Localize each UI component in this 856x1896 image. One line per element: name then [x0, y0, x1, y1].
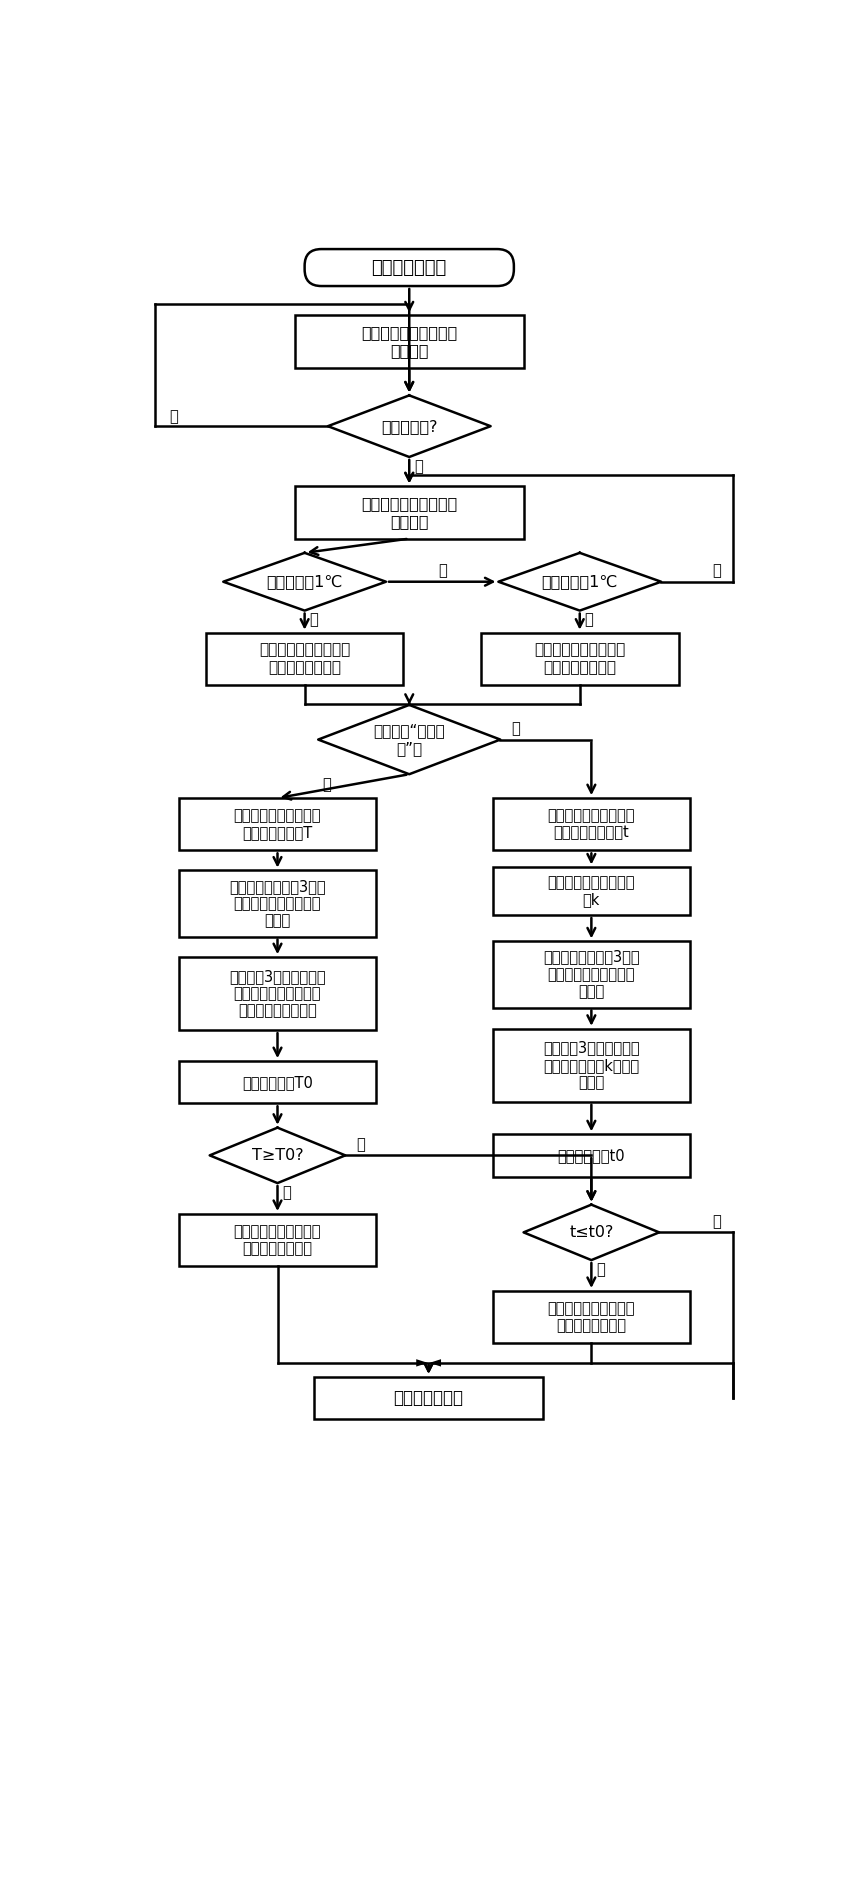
Text: 否: 否	[169, 410, 178, 425]
Text: 当前处于“采暖时
段”？: 当前处于“采暖时 段”？	[373, 724, 445, 757]
Text: 计算前面3天的每天从当
前温度升高到下一采暖
目标温度经历的时间: 计算前面3天的每天从当 前温度升高到下一采暖 目标温度经历的时间	[229, 969, 326, 1018]
Text: 定时时间到?: 定时时间到?	[381, 419, 437, 434]
Bar	[179, 1062, 377, 1103]
Text: T≥T0?: T≥T0?	[252, 1147, 303, 1162]
Bar	[492, 798, 690, 851]
Bar	[179, 957, 377, 1030]
Text: 执行下一轮操作: 执行下一轮操作	[394, 1390, 464, 1407]
Text: 计算当前时刻距离下一
非采暖时段的时间t: 计算当前时刻距离下一 非采暖时段的时间t	[548, 808, 635, 840]
Text: t≤t0?: t≤t0?	[569, 1225, 614, 1240]
Text: 是: 是	[585, 612, 593, 628]
Text: 从存储器读取前面3天相
同时段的温度和升温所
需时间: 从存储器读取前面3天相 同时段的温度和升温所 需时间	[229, 878, 326, 929]
Bar	[492, 1030, 690, 1102]
Polygon shape	[318, 705, 500, 774]
Text: 计算当前时刻距离下一
采暖时段的时间T: 计算当前时刻距离下一 采暖时段的时间T	[234, 808, 321, 840]
Polygon shape	[498, 554, 661, 611]
Polygon shape	[430, 1359, 441, 1367]
Polygon shape	[328, 396, 490, 457]
Text: 温度降低了1℃: 温度降低了1℃	[542, 574, 618, 590]
Text: 通过执行部件启动加热
设备，执行预加热: 通过执行部件启动加热 设备，执行预加热	[234, 1225, 321, 1257]
Polygon shape	[210, 1128, 345, 1183]
Polygon shape	[524, 1204, 659, 1261]
Text: 是: 是	[310, 612, 318, 628]
Bar	[492, 1291, 690, 1342]
Bar	[205, 633, 403, 684]
Text: 否: 否	[437, 563, 447, 578]
Text: 是: 是	[511, 720, 520, 736]
Text: 将当前温度和升温所用
时间记录到存储器: 将当前温度和升温所用 时间记录到存储器	[259, 643, 350, 675]
Text: 是: 是	[282, 1185, 291, 1200]
Text: 是: 是	[414, 459, 423, 474]
Text: 通过设置输入部件设置
运行参数: 通过设置输入部件设置 运行参数	[361, 326, 457, 358]
Bar	[314, 1376, 543, 1418]
Polygon shape	[223, 554, 386, 611]
Text: 求取平均时间T0: 求取平均时间T0	[242, 1075, 313, 1090]
Bar	[492, 940, 690, 1007]
Text: 否: 否	[356, 1138, 366, 1153]
Text: 从存储器读取预降温幅
度k: 从存储器读取预降温幅 度k	[548, 876, 635, 908]
Text: 否: 否	[712, 1213, 721, 1229]
Bar	[179, 1213, 377, 1267]
Text: 将当前温度和降温所用
时间记录到存储器: 将当前温度和降温所用 时间记录到存储器	[534, 643, 626, 675]
Text: 从存储器读取前面3天相
同时段的温度和降温所
需时间: 从存储器读取前面3天相 同时段的温度和降温所 需时间	[543, 950, 639, 999]
Bar	[295, 485, 524, 538]
Text: 否: 否	[712, 563, 721, 578]
Bar	[492, 1134, 690, 1177]
Text: 求取平均时间t0: 求取平均时间t0	[557, 1147, 625, 1162]
Bar	[179, 798, 377, 851]
Bar	[481, 633, 679, 684]
Text: 通过执行部件停止加热
设备，执行预降温: 通过执行部件停止加热 设备，执行预降温	[548, 1301, 635, 1333]
Text: 否: 否	[322, 777, 330, 793]
Bar	[179, 870, 377, 937]
Text: 是: 是	[597, 1263, 605, 1276]
Text: 温度升高了1℃: 温度升高了1℃	[266, 574, 342, 590]
Text: 计算前面3天的每天从当
前温度下降幅度k所经历
的时间: 计算前面3天的每天从当 前温度下降幅度k所经历 的时间	[543, 1041, 639, 1090]
Text: 智能预控制方法: 智能预控制方法	[372, 258, 447, 277]
Text: 通过温度采集部件获取
室内温度: 通过温度采集部件获取 室内温度	[361, 497, 457, 529]
Polygon shape	[416, 1359, 428, 1367]
Bar	[492, 866, 690, 916]
Bar	[295, 315, 524, 368]
FancyBboxPatch shape	[305, 248, 514, 286]
